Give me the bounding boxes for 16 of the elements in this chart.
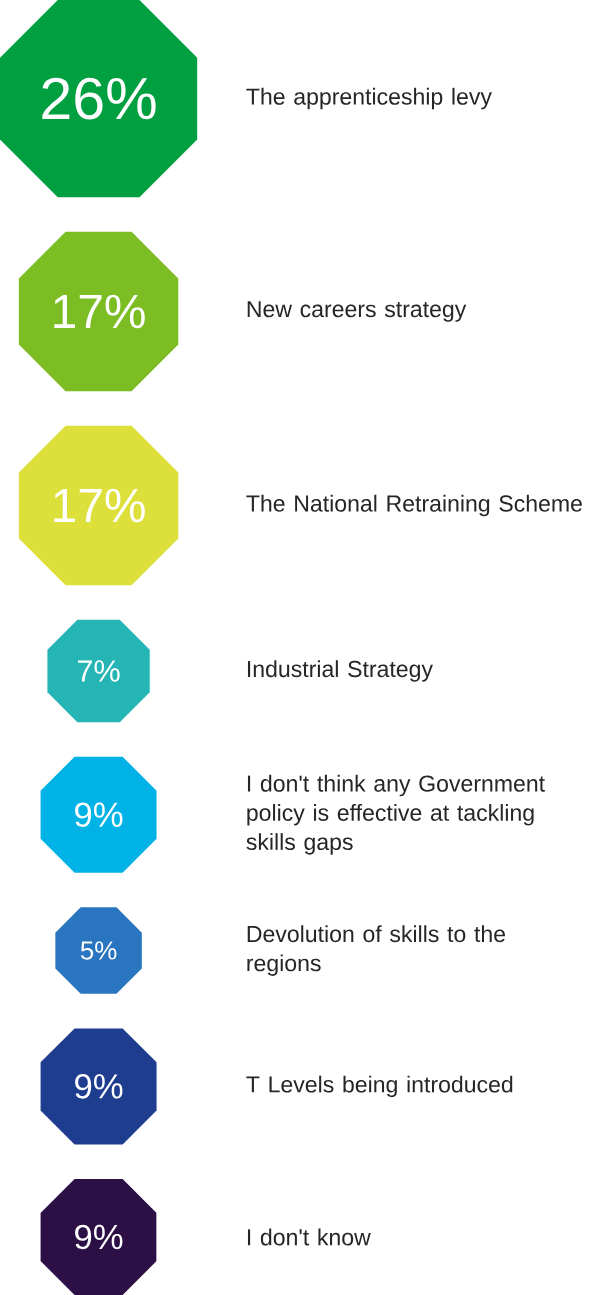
category-label: T Levels being introduced: [246, 1075, 513, 1098]
data-label: 5%: [80, 941, 117, 960]
data-label: 9%: [75, 1074, 123, 1099]
category-label: The National Retraining Scheme: [246, 494, 582, 517]
category-label: Industrial Strategy: [247, 660, 433, 682]
category-label: New careers strategy: [247, 301, 467, 322]
data-label: 26%: [42, 77, 156, 120]
category-label: I don't know: [247, 1228, 371, 1246]
category-label: I don't think any Government policy is effective at tackling skills gaps: [246, 774, 545, 855]
category-label: Devolution of skills to the regions: [247, 925, 505, 976]
data-label: 7%: [77, 660, 120, 682]
category-label: The apprenticeship levy: [246, 87, 492, 110]
data-label: 9%: [75, 1224, 123, 1250]
data-label: 17%: [54, 294, 145, 329]
data-label: 9%: [75, 802, 123, 828]
data-label: 17%: [54, 488, 145, 523]
